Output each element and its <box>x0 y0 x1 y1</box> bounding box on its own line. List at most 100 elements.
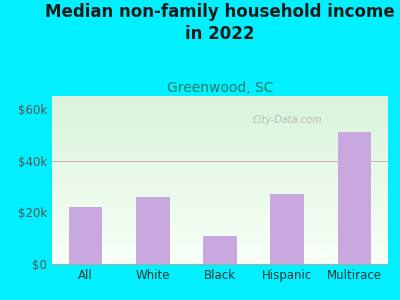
Bar <box>52 101 388 103</box>
Bar <box>52 157 388 158</box>
Bar <box>136 197 170 264</box>
Bar <box>52 98 388 99</box>
Bar <box>52 217 388 219</box>
Text: Median non-family household income
in 2022: Median non-family household income in 20… <box>45 3 395 43</box>
Bar <box>52 234 388 236</box>
Bar <box>52 256 388 257</box>
Bar <box>52 103 388 104</box>
Bar <box>52 244 388 245</box>
Bar <box>52 232 388 234</box>
Bar <box>52 131 388 133</box>
Bar <box>52 168 388 170</box>
Bar <box>270 194 304 264</box>
Bar <box>52 177 388 178</box>
Bar <box>69 207 102 264</box>
Bar <box>52 113 388 115</box>
Bar <box>52 208 388 210</box>
Bar <box>52 126 388 128</box>
Bar <box>52 205 388 207</box>
Bar <box>52 245 388 247</box>
Bar <box>52 170 388 172</box>
Bar <box>52 250 388 252</box>
Bar <box>52 236 388 237</box>
Bar <box>52 215 388 217</box>
Bar <box>52 249 388 250</box>
Bar <box>52 242 388 244</box>
Bar <box>52 262 388 264</box>
Bar <box>52 199 388 200</box>
Bar <box>52 165 388 166</box>
Bar <box>203 236 237 264</box>
Bar <box>52 161 388 163</box>
Bar <box>52 106 388 108</box>
Bar <box>52 237 388 239</box>
Bar <box>52 143 388 145</box>
Bar <box>52 194 388 195</box>
Bar <box>52 116 388 118</box>
Bar <box>52 259 388 261</box>
Text: City-Data.com: City-Data.com <box>252 115 322 124</box>
Bar <box>52 210 388 212</box>
Bar <box>52 230 388 232</box>
Bar <box>52 195 388 197</box>
Bar <box>52 225 388 227</box>
Bar <box>52 99 388 101</box>
Bar <box>52 190 388 192</box>
Bar <box>52 152 388 153</box>
Bar <box>52 160 388 161</box>
Text: Greenwood, SC: Greenwood, SC <box>167 81 273 95</box>
Bar <box>52 108 388 109</box>
Bar <box>52 124 388 126</box>
Bar <box>52 257 388 259</box>
Bar <box>52 178 388 180</box>
Bar <box>52 252 388 254</box>
Bar <box>52 247 388 249</box>
Bar <box>52 224 388 225</box>
Bar <box>52 123 388 124</box>
Bar <box>52 140 388 141</box>
Bar <box>52 111 388 113</box>
Bar <box>52 175 388 177</box>
Bar <box>52 146 388 148</box>
Bar <box>52 155 388 157</box>
Bar <box>52 239 388 241</box>
Bar <box>52 200 388 202</box>
Bar <box>52 110 388 111</box>
Bar <box>52 141 388 143</box>
Bar <box>52 118 388 119</box>
Bar <box>52 214 388 215</box>
Bar <box>52 130 388 131</box>
Bar <box>52 138 388 140</box>
Bar <box>52 202 388 203</box>
Bar <box>52 188 388 190</box>
Bar <box>52 145 388 146</box>
Bar <box>52 104 388 106</box>
Bar <box>52 173 388 175</box>
Bar <box>52 148 388 150</box>
Bar <box>52 96 388 98</box>
Bar <box>52 180 388 182</box>
Bar <box>52 121 388 123</box>
Bar <box>52 136 388 138</box>
Bar <box>52 150 388 152</box>
Bar <box>52 222 388 224</box>
Bar <box>52 133 388 135</box>
Bar <box>52 182 388 183</box>
Bar <box>52 163 388 165</box>
Bar <box>52 219 388 220</box>
Bar <box>52 254 388 256</box>
Bar <box>52 167 388 168</box>
Bar <box>52 212 388 214</box>
Bar <box>52 153 388 155</box>
Bar <box>52 128 388 130</box>
Bar <box>52 229 388 230</box>
Bar <box>338 132 371 264</box>
Bar <box>52 227 388 229</box>
Bar <box>52 207 388 208</box>
Bar <box>52 119 388 121</box>
Bar <box>52 197 388 199</box>
Bar <box>52 115 388 116</box>
Bar <box>52 183 388 185</box>
Bar <box>52 192 388 194</box>
Bar <box>52 135 388 136</box>
